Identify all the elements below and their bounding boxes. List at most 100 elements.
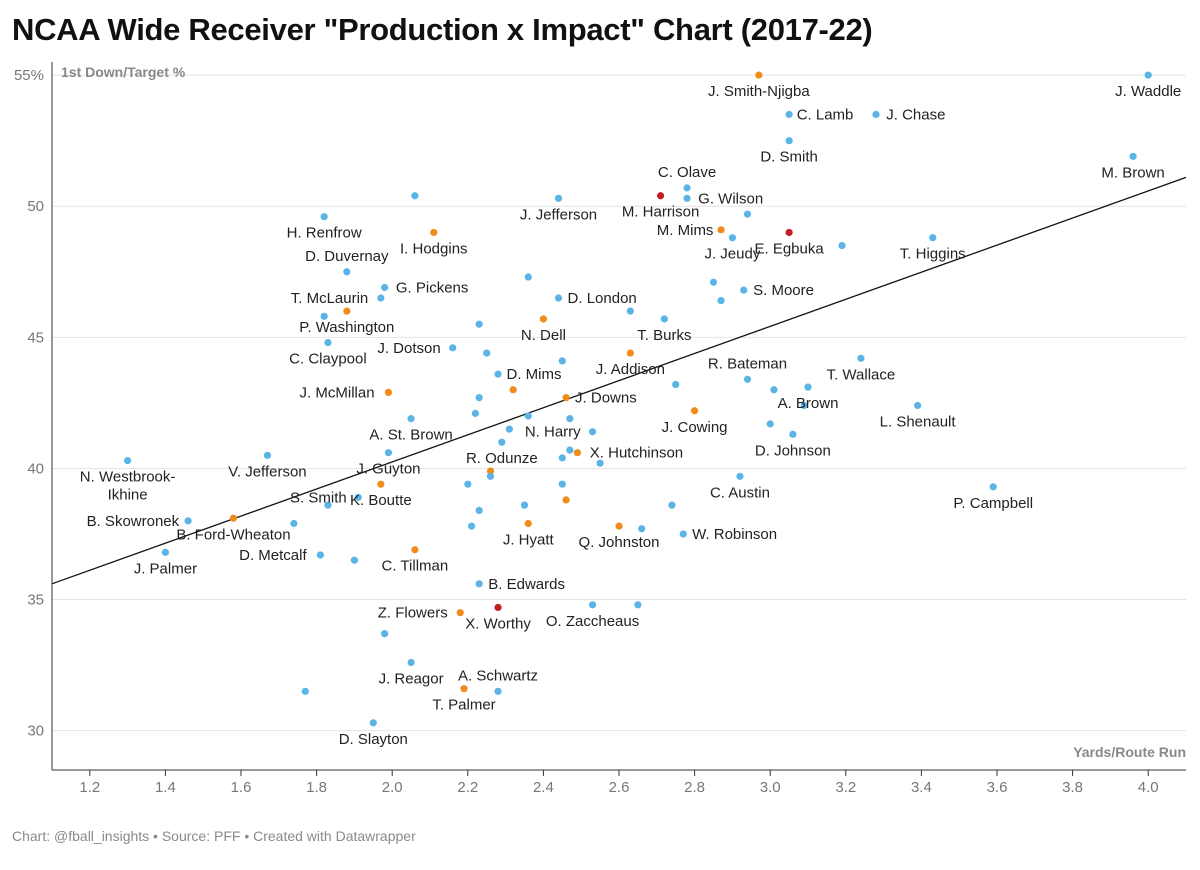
data-point <box>989 483 997 491</box>
x-tick-label: 2.6 <box>609 779 630 796</box>
point-label: W. Robinson <box>692 526 777 543</box>
data-point <box>554 294 563 302</box>
data-point <box>755 71 763 79</box>
data-point <box>785 228 793 237</box>
data-point <box>524 412 532 420</box>
data-point <box>324 501 332 509</box>
point-label: X. Hutchinson <box>590 445 683 462</box>
data-point <box>377 294 385 302</box>
data-point <box>456 609 464 617</box>
data-point <box>656 192 665 200</box>
point-label: S. Smith <box>290 489 347 506</box>
point-label: J. Jeudy <box>704 246 760 263</box>
data-point <box>411 192 419 200</box>
point-label: K. Boutte <box>350 492 412 509</box>
data-point <box>494 370 502 378</box>
point-label: T. Higgins <box>900 246 966 263</box>
point-label: J. Smith-Njigba <box>708 83 810 100</box>
footer-credit: Chart: @fball_insights • Source: PFF • C… <box>12 828 416 844</box>
point-label: O. Zaccheaus <box>546 613 639 630</box>
data-point <box>785 137 793 145</box>
point-label: D. Duvernay <box>305 248 389 265</box>
data-point <box>596 459 604 467</box>
point-label: M. Brown <box>1101 164 1164 181</box>
data-point <box>804 383 812 391</box>
x-tick-label: 3.4 <box>911 779 932 796</box>
x-tick-label: 3.8 <box>1062 779 1083 796</box>
point-label: D. Slayton <box>339 731 408 748</box>
data-point <box>381 630 389 638</box>
point-label: S. Moore <box>753 282 814 299</box>
x-axis-title: Yards/Route Run <box>1073 744 1186 760</box>
x-tick-label: 2.4 <box>533 779 554 796</box>
point-label: N. Westbrook-Ikhine <box>80 469 176 504</box>
data-point <box>384 388 393 396</box>
trendline <box>51 176 1187 585</box>
data-point <box>558 357 566 365</box>
data-point <box>184 517 192 525</box>
data-point <box>161 548 169 556</box>
point-label: M. Harrison <box>622 204 700 221</box>
x-tick-label: 1.4 <box>155 779 176 796</box>
data-point <box>471 409 479 417</box>
data-point <box>411 546 419 554</box>
data-point <box>316 551 324 559</box>
data-point <box>520 501 529 509</box>
point-label: T. Wallace <box>827 366 896 383</box>
point-label: G. Wilson <box>698 190 763 207</box>
data-point <box>369 719 377 727</box>
data-point <box>343 268 351 276</box>
point-label: H. Renfrow <box>287 225 362 242</box>
point-label: T. Burks <box>637 327 691 344</box>
data-point <box>566 446 574 454</box>
data-point <box>740 286 748 294</box>
data-point <box>554 194 563 202</box>
data-point <box>562 394 570 402</box>
x-tick-label: 1.6 <box>231 779 252 796</box>
axes: 30 35 40 45 50 55% 1.2 1.4 1.6 1.8 2.0 2.2 2.4 2.6 2.8… <box>14 62 1186 796</box>
y-tick-label: 40 <box>27 460 44 477</box>
data-point <box>728 234 737 242</box>
point-label: J. Reagor <box>379 670 444 687</box>
point-label: Z. Flowers <box>378 605 448 622</box>
data-point <box>1144 71 1152 79</box>
point-label: R. Bateman <box>708 355 787 372</box>
y-tick-label: 45 <box>27 329 44 346</box>
data-point <box>743 210 752 218</box>
x-tick-label: 2.2 <box>457 779 478 796</box>
data-point <box>743 375 752 383</box>
data-point <box>929 234 937 242</box>
data-point <box>498 438 506 446</box>
x-tick-label: 3.0 <box>760 779 781 796</box>
point-label: J. Palmer <box>134 560 197 577</box>
point-label: E. Egbuka <box>754 240 824 257</box>
point-label: P. Washington <box>299 319 394 336</box>
point-label: C. Olave <box>658 164 716 181</box>
point-label: V. Jefferson <box>228 463 306 480</box>
point-label: D. Mims <box>506 366 561 383</box>
point-label: A. Schwartz <box>458 667 538 684</box>
data-point <box>717 226 725 234</box>
data-point <box>464 480 472 488</box>
x-tick-label: 2.8 <box>684 779 705 796</box>
points <box>124 71 1152 727</box>
data-point <box>785 110 793 119</box>
data-point <box>124 456 132 465</box>
point-label: N. Dell <box>521 327 566 344</box>
point-label: J. Waddle <box>1115 83 1181 100</box>
x-tick-label: 2.0 <box>382 779 403 796</box>
point-label: J. Chase <box>886 106 945 123</box>
data-point <box>691 407 699 415</box>
y-tick-label: 55% <box>14 67 44 84</box>
data-point <box>324 338 332 347</box>
data-point <box>320 312 328 320</box>
data-point <box>350 556 358 564</box>
point-label: J. Guyton <box>356 461 420 478</box>
data-point <box>377 480 385 488</box>
point-label: R. Odunze <box>466 450 538 467</box>
data-point <box>857 354 865 362</box>
data-point <box>638 525 646 533</box>
data-point <box>430 228 438 237</box>
data-point <box>460 685 468 693</box>
data-point <box>381 283 389 292</box>
